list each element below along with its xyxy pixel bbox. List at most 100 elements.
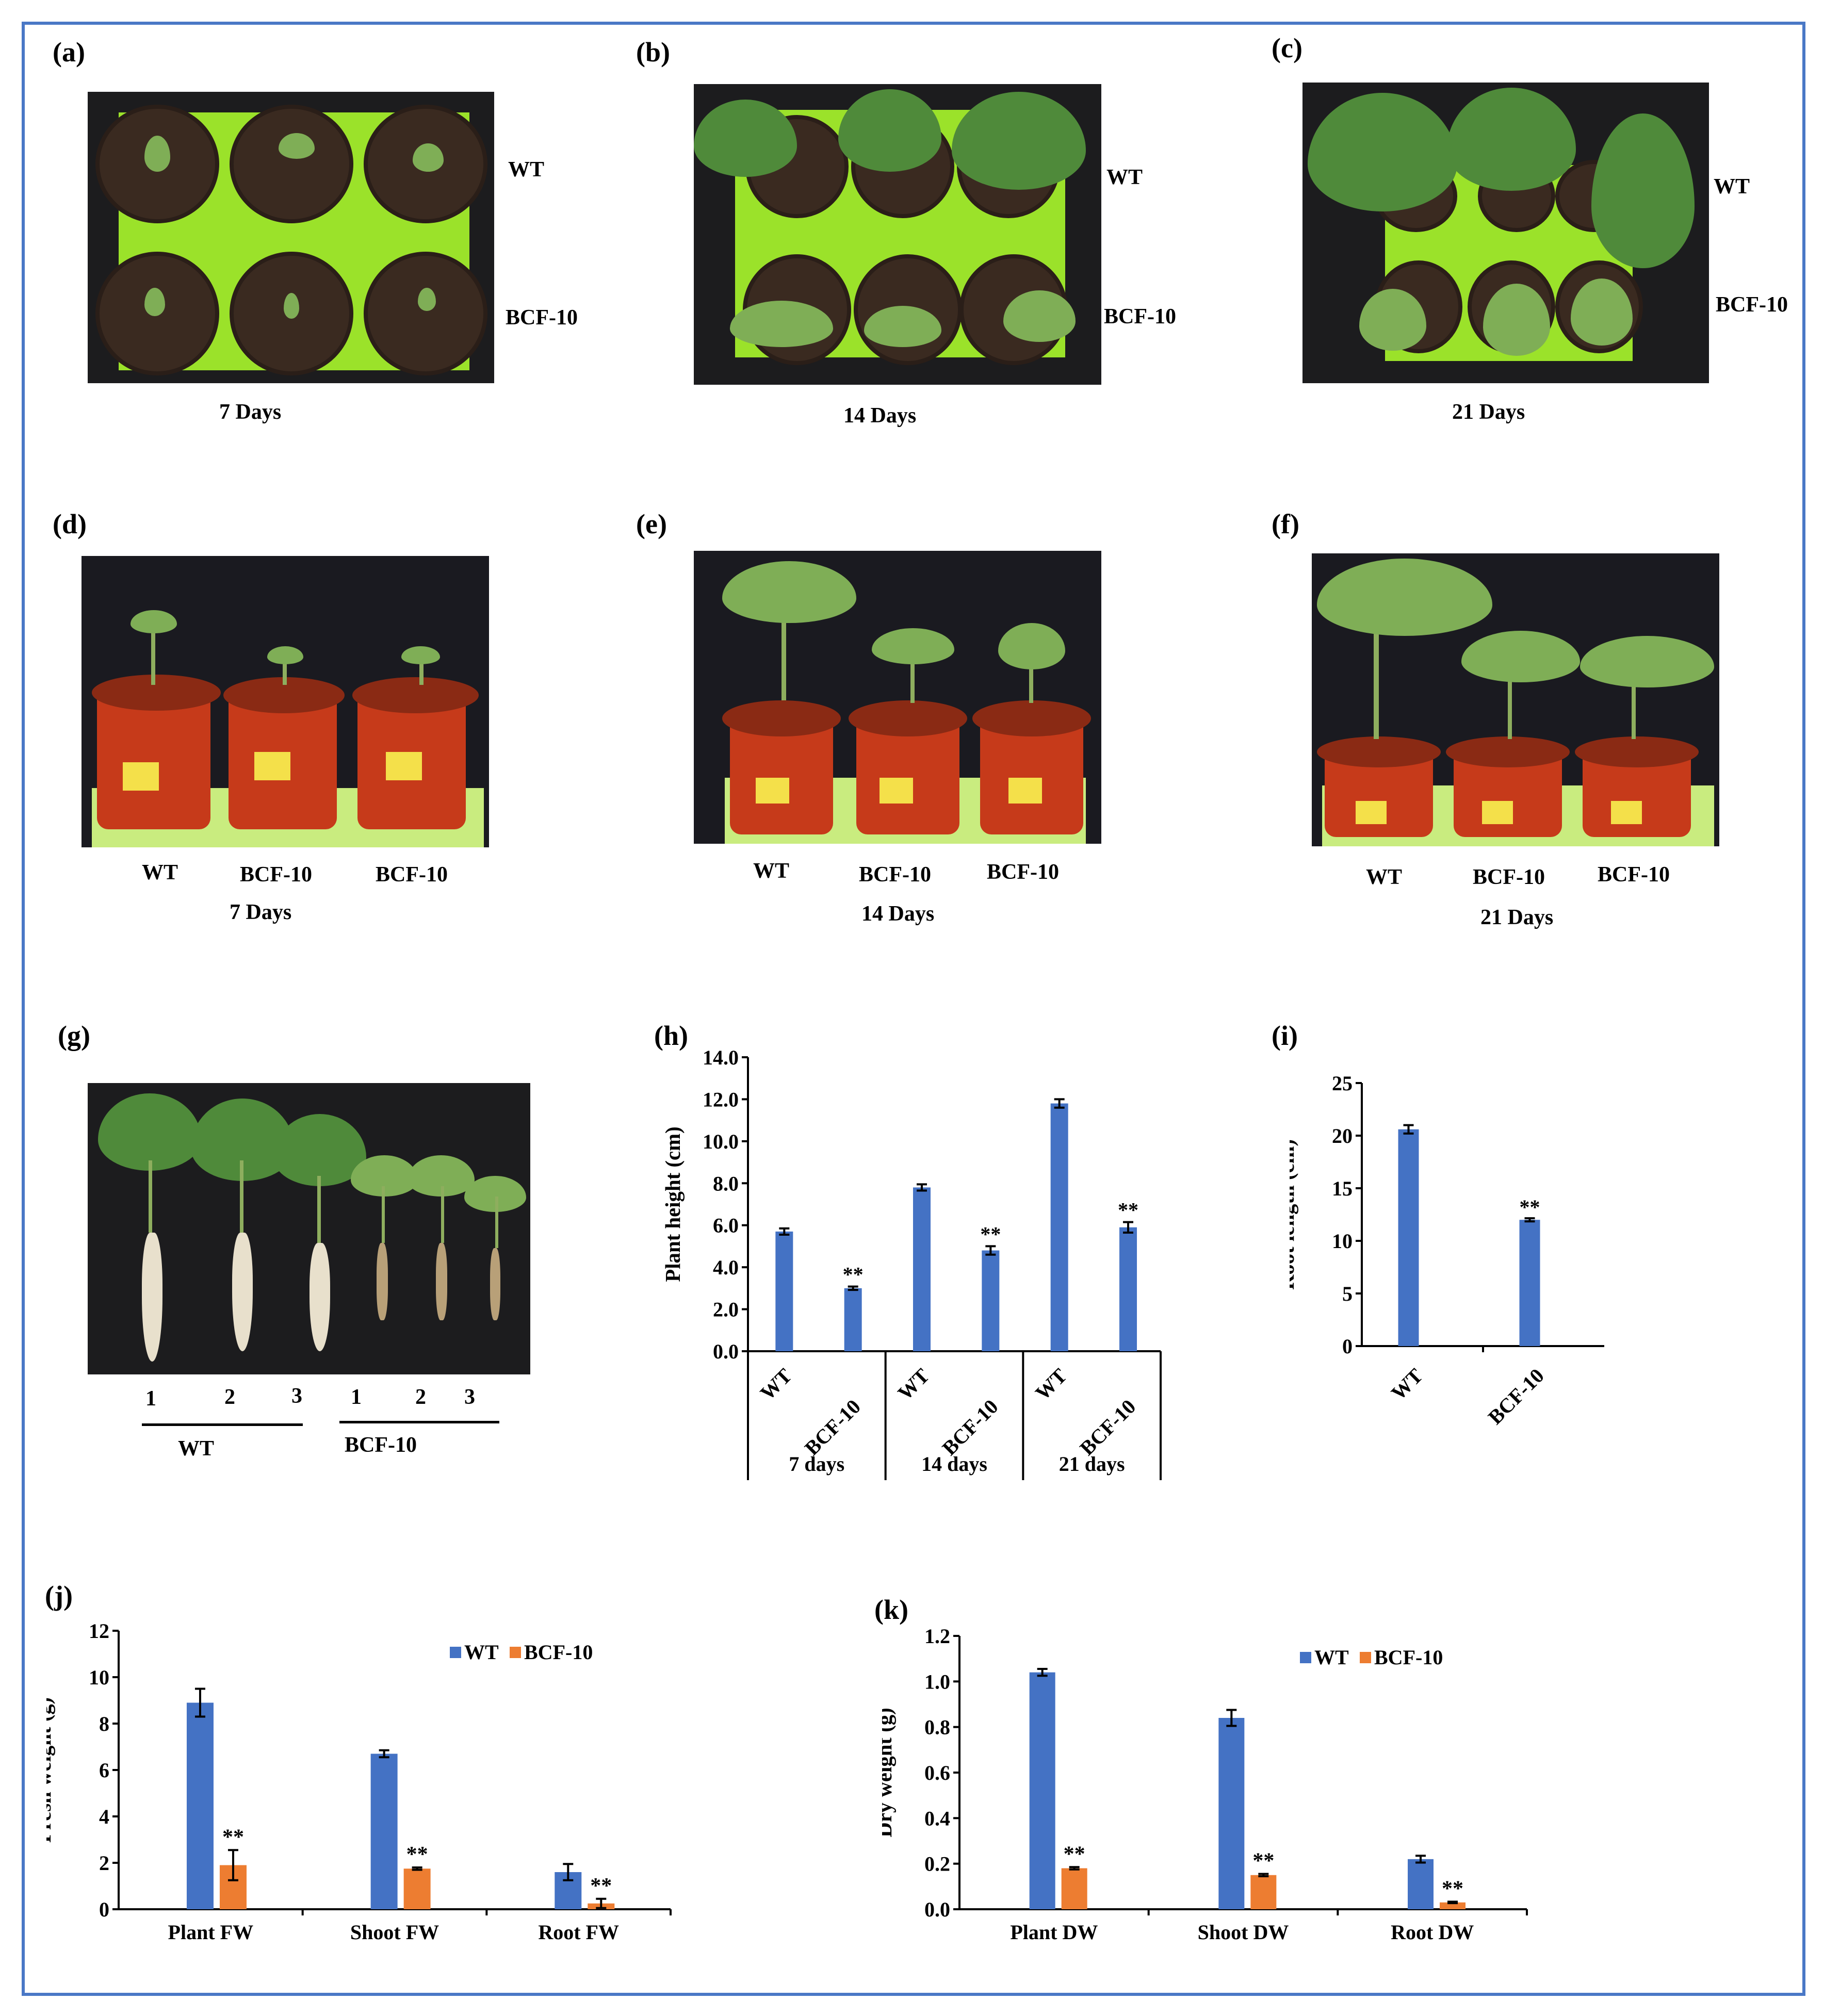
- pot-label-d-1: WT: [142, 861, 178, 884]
- k-y-tick-label: 1.0: [924, 1670, 950, 1693]
- panel-label-i: (i): [1272, 1020, 1298, 1051]
- j-y-tick-label: 6: [99, 1759, 109, 1782]
- i-bar: [1398, 1129, 1419, 1346]
- h-category-label: WT: [756, 1364, 796, 1404]
- pot-label-e-1: WT: [753, 859, 790, 883]
- panel-label-j: (j): [45, 1580, 73, 1611]
- h-y-axis-title: Plant height (cm): [661, 1126, 685, 1282]
- i-bar: [1519, 1220, 1540, 1346]
- i-category-label: BCF-10: [1484, 1364, 1549, 1429]
- k-category-label: Root DW: [1391, 1921, 1474, 1944]
- pot-label-f-2: BCF-10: [1473, 865, 1545, 889]
- h-y-tick-label: 12.0: [703, 1088, 739, 1111]
- label-bcf-a: BCF-10: [506, 306, 578, 330]
- panel-label-e: (e): [636, 509, 667, 539]
- j-y-tick-label: 8: [99, 1712, 109, 1735]
- j-significance-mark: **: [222, 1825, 244, 1849]
- k-y-tick-label: 0.4: [924, 1807, 950, 1830]
- bracket-wt: [142, 1423, 303, 1426]
- i-y-axis-title: Root length (cm): [1290, 1139, 1298, 1290]
- k-bar: [1408, 1859, 1434, 1909]
- k-bar: [1250, 1875, 1277, 1909]
- panel-label-f: (f): [1272, 509, 1299, 539]
- pot-label-e-2: BCF-10: [859, 863, 931, 887]
- k-significance-mark: **: [1252, 1849, 1274, 1873]
- root-number-4: 1: [351, 1385, 362, 1409]
- h-category-label: BCF-10: [1075, 1395, 1140, 1460]
- k-bar: [1029, 1672, 1055, 1909]
- caption-c: 21 Days: [1452, 400, 1525, 424]
- j-y-tick-label: 12: [89, 1619, 109, 1643]
- panel-label-b: (b): [636, 37, 670, 68]
- photo-e-side-view-14-days: [694, 551, 1101, 844]
- h-category-label: WT: [893, 1364, 934, 1404]
- panel-label-k: (k): [874, 1594, 908, 1625]
- h-group-label: 14 days: [921, 1452, 987, 1476]
- group-label-wt: WT: [178, 1437, 215, 1461]
- k-bar: [1440, 1902, 1466, 1909]
- h-y-tick-label: 6.0: [713, 1214, 739, 1237]
- k-y-tick-label: 0.6: [924, 1761, 950, 1784]
- i-y-tick-label: 25: [1332, 1072, 1353, 1095]
- k-legend-label: WT: [1314, 1646, 1349, 1669]
- h-bar: [1119, 1227, 1137, 1351]
- k-y-axis-title: Dry weight (g): [882, 1708, 896, 1838]
- k-significance-mark: **: [1442, 1877, 1463, 1900]
- figure-frame: [22, 22, 1805, 1996]
- photo-d-side-view-7-days: [82, 556, 489, 847]
- h-group-label: 21 days: [1059, 1452, 1125, 1476]
- j-y-axis-title: Fresh weight (g): [46, 1697, 55, 1843]
- caption-b: 14 Days: [843, 404, 917, 428]
- h-bar: [982, 1250, 1000, 1351]
- i-category-label: WT: [1387, 1364, 1427, 1404]
- chart-h-plant-height: 0.0 2.0 4.0 6.0 8.0 10.0 12.0 14.0 Plant height …: [661, 1047, 1162, 1480]
- h-category-label: BCF-10: [938, 1395, 1003, 1460]
- h-y-tick-label: 2.0: [713, 1298, 739, 1321]
- h-bar: [1050, 1103, 1068, 1351]
- h-significance-mark: **: [980, 1222, 1001, 1245]
- j-legend-swatch: [450, 1647, 461, 1658]
- i-y-tick-label: 0: [1342, 1335, 1353, 1358]
- caption-d: 7 Days: [230, 900, 292, 924]
- photo-a-top-view-7-days: [88, 92, 494, 383]
- j-legend-label: WT: [464, 1641, 499, 1664]
- caption-a: 7 Days: [219, 400, 282, 424]
- root-number-1: 1: [145, 1387, 156, 1411]
- i-significance-mark: **: [1520, 1195, 1540, 1219]
- i-y-tick-label: 10: [1332, 1230, 1353, 1253]
- h-bar: [775, 1231, 793, 1351]
- h-y-tick-label: 14.0: [703, 1047, 739, 1069]
- panel-label-d: (d): [53, 509, 87, 539]
- pot-label-d-2: BCF-10: [240, 863, 312, 887]
- j-category-label: Shoot FW: [350, 1921, 439, 1944]
- j-y-tick-label: 2: [99, 1851, 109, 1875]
- bracket-bcf: [339, 1421, 499, 1423]
- label-wt-c: WT: [1714, 175, 1750, 199]
- pot-label-e-3: BCF-10: [987, 860, 1059, 884]
- j-bar: [186, 1702, 214, 1909]
- label-bcf-b: BCF-10: [1104, 305, 1176, 329]
- k-bar: [1218, 1718, 1245, 1909]
- panel-label-a: (a): [53, 37, 85, 68]
- label-bcf-c: BCF-10: [1716, 293, 1788, 317]
- k-bar: [1061, 1868, 1087, 1909]
- k-y-tick-label: 0.2: [924, 1853, 950, 1876]
- root-number-5: 2: [415, 1385, 426, 1409]
- photo-f-side-view-21-days: [1312, 553, 1719, 846]
- root-number-3: 3: [291, 1384, 302, 1408]
- j-y-tick-label: 4: [99, 1805, 109, 1828]
- k-category-label: Shoot DW: [1198, 1921, 1289, 1944]
- root-number-6: 3: [464, 1385, 475, 1409]
- photo-c-top-view-21-days: [1302, 83, 1709, 383]
- pot-label-f-1: WT: [1366, 865, 1403, 889]
- panel-label-g: (g): [58, 1020, 90, 1051]
- chart-j-fresh-weight: 0 2 4 6 8 10 12 Fresh weight (g) ** Plant FW ** Sho…: [46, 1619, 672, 1944]
- k-y-tick-label: 1.2: [924, 1625, 950, 1648]
- photo-b-top-view-14-days: [694, 84, 1101, 385]
- k-legend-label: BCF-10: [1374, 1646, 1443, 1669]
- chart-i-root-length: 0 5 10 15 20 25 Root length (cm) WT ** BCF-10: [1290, 1072, 1604, 1429]
- caption-f: 21 Days: [1480, 906, 1554, 929]
- pot-label-d-3: BCF-10: [376, 863, 448, 887]
- k-y-tick-label: 0.0: [924, 1898, 950, 1921]
- j-category-label: Plant FW: [168, 1921, 254, 1944]
